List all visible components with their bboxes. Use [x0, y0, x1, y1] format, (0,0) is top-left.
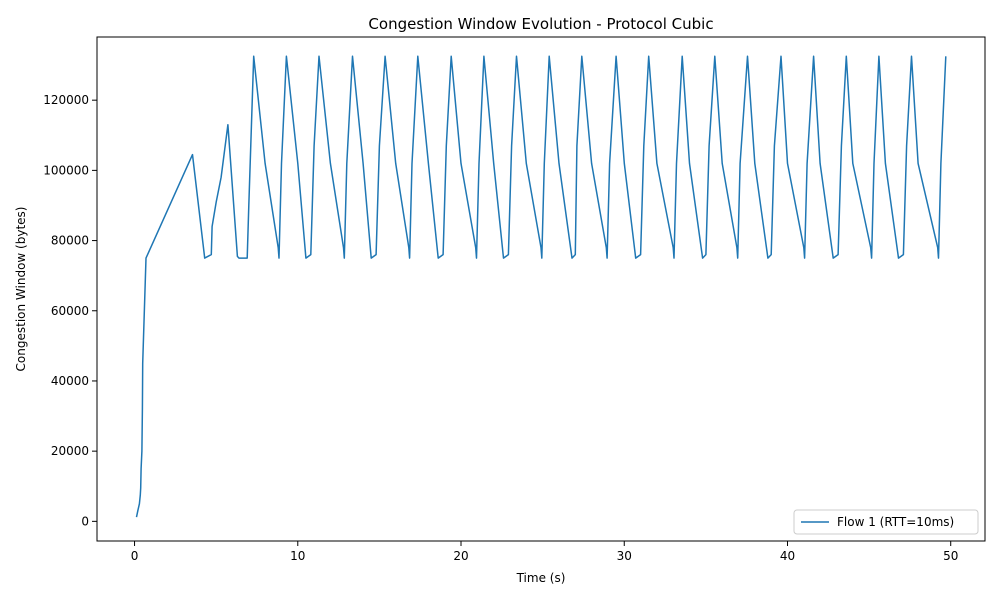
y-tick-label: 120000 [43, 93, 89, 107]
chart-title: Congestion Window Evolution - Protocol C… [368, 15, 713, 33]
series-line-1 [135, 55, 947, 518]
x-tick-label: 10 [290, 549, 305, 563]
x-tick-label: 50 [943, 549, 958, 563]
legend-box [793, 509, 979, 535]
x-axis-label: Time (s) [516, 571, 566, 585]
legend: Flow 1 (RTT=10ms) [793, 509, 979, 535]
plot-area-frame [96, 36, 986, 542]
x-tick-label: 40 [780, 549, 795, 563]
y-tick-label: 80000 [51, 234, 89, 248]
legend-entry-flow-1: Flow 1 (RTT=10ms) [837, 515, 954, 529]
x-tick-label: 0 [131, 549, 139, 563]
y-axis-label: Congestion Window (bytes) [14, 207, 28, 372]
y-tick-label: 40000 [51, 374, 89, 388]
series-layer [135, 55, 947, 518]
x-tick-label: 30 [617, 549, 632, 563]
y-tick-label: 20000 [51, 444, 89, 458]
y-tick-label: 0 [81, 514, 89, 528]
y-tick-label: 60000 [51, 304, 89, 318]
x-axis: 0 10 20 30 40 50 [131, 541, 958, 563]
y-axis: 0 20000 40000 60000 80000 100000 120000 [43, 93, 97, 528]
x-tick-label: 20 [453, 549, 468, 563]
y-tick-label: 100000 [43, 163, 89, 177]
